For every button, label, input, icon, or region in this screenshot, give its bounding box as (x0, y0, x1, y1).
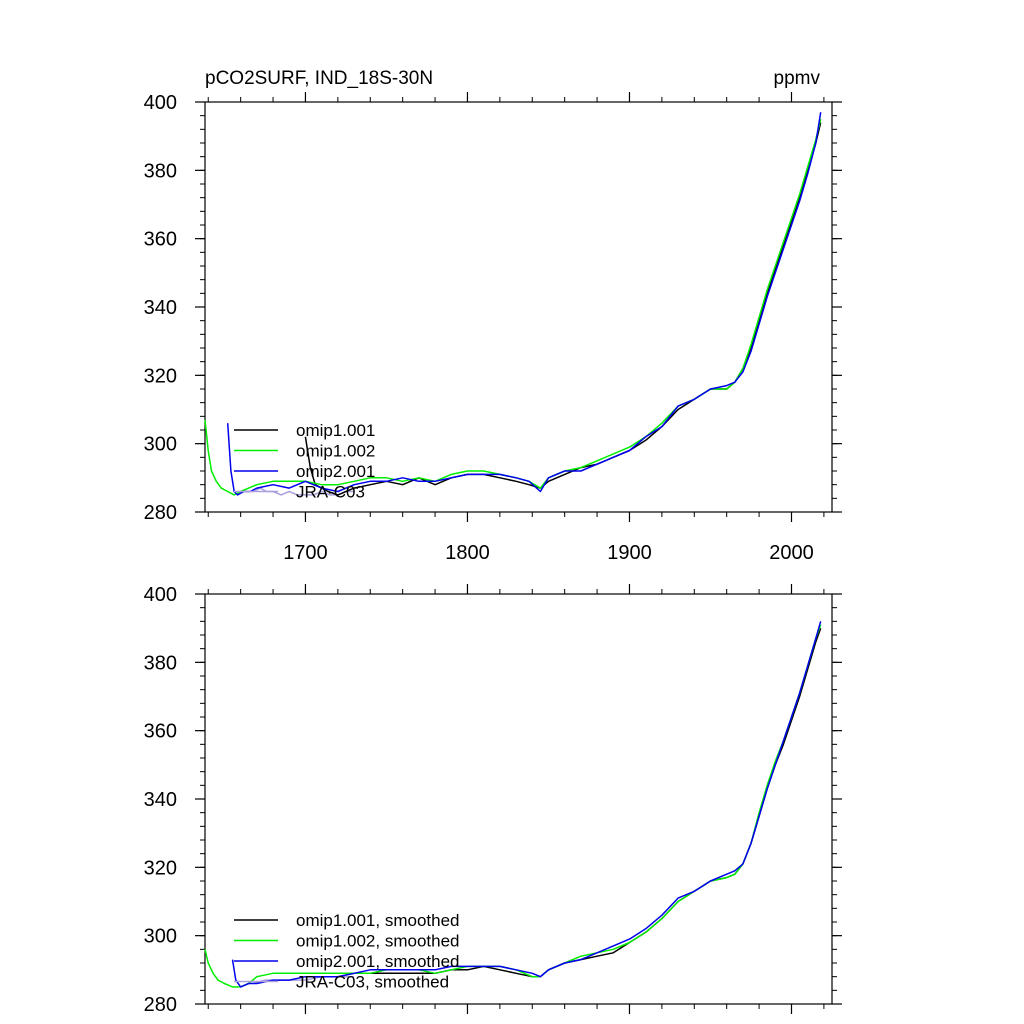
legend-label: omip2.001 (296, 462, 375, 481)
y-tick-label: 320 (144, 365, 177, 387)
y-tick-label: 300 (144, 926, 177, 948)
legend-label: omip1.002, smoothed (296, 932, 460, 951)
y-tick-label: 340 (144, 789, 177, 811)
y-tick-label: 380 (144, 160, 177, 182)
x-tick-label: 2000 (769, 542, 814, 564)
legend-label: omip1.002 (296, 442, 375, 461)
x-tick-label: 1700 (283, 542, 328, 564)
y-tick-label: 320 (144, 857, 177, 879)
legend-label: JRA-C03 (296, 483, 365, 502)
top-panel-units: ppmv (774, 68, 821, 89)
legend-label: omip1.001, smoothed (296, 911, 460, 930)
y-tick-label: 280 (144, 502, 177, 524)
top-panel: pCO2SURF, IND_18S-30N ppmv 1700 1800 1900 2… (144, 68, 842, 564)
series-line-omip2-001 (226, 112, 822, 496)
y-tick-label: 280 (144, 994, 177, 1016)
x-tick-label: 1900 (607, 542, 652, 564)
top-panel-title: pCO2SURF, IND_18S-30N (205, 68, 433, 89)
bottom-panel: 280 300 320 340 360 380 400 omip1.001, smoothed… (144, 584, 842, 1016)
y-tick-label: 380 (144, 652, 177, 674)
legend-label: omip2.001, smoothed (296, 952, 460, 971)
y-tick-label: 360 (144, 229, 177, 251)
y-tick-label: 400 (144, 92, 177, 114)
x-tick-label: 1800 (445, 542, 490, 564)
series-line-omip1-001 (304, 122, 822, 496)
legend-label: omip1.001 (296, 421, 375, 440)
y-tick-label: 360 (144, 721, 177, 743)
legend-label: JRA-C03, smoothed (296, 973, 449, 992)
y-tick-label: 300 (144, 434, 177, 456)
y-tick-label: 340 (144, 297, 177, 319)
series-line-omip2-001-smoothed (231, 621, 822, 988)
y-tick-label: 400 (144, 584, 177, 606)
